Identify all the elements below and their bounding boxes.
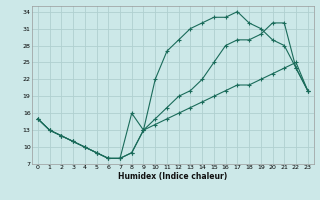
X-axis label: Humidex (Indice chaleur): Humidex (Indice chaleur) (118, 172, 228, 181)
